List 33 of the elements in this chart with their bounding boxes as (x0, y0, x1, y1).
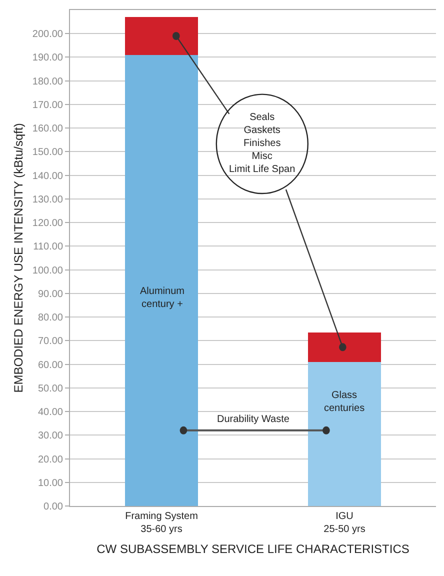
annotation: Seals Gaskets Finishes Misc Limit Life Span (229, 112, 296, 175)
bar (308, 332, 382, 362)
y-axis-title: EMBODIED ENERGY USE INTENSITY (kBtu/sqft) (12, 123, 26, 393)
y-tick-label: 140.00 (32, 170, 64, 182)
bar (124, 54, 198, 506)
x-tick-label: IGU 25-50 yrs (324, 511, 366, 535)
y-tick-label: 10.00 (38, 478, 64, 489)
y-tick-label: 180.00 (32, 76, 64, 88)
y-tick-label: 30.00 (38, 430, 64, 442)
y-tick-label: 0.00 (44, 502, 64, 512)
y-tick-label: 130.00 (32, 194, 64, 206)
y-tick-label: 160.00 (32, 124, 64, 135)
bar (308, 362, 382, 506)
y-tick-label: 150.00 (32, 147, 64, 158)
bar (124, 17, 198, 55)
y-tick-label: 110.00 (33, 242, 64, 253)
x-tick-label: Framing System 35-60 yrs (125, 511, 198, 535)
y-tick-label: 170.00 (32, 100, 64, 111)
y-tick-label: 20.00 (38, 454, 64, 466)
y-tick-label: 40.00 (38, 407, 64, 418)
y-tick-label: 50.00 (38, 383, 64, 394)
y-tick-label: 120.00 (32, 218, 64, 230)
y-tick-label: 200.00 (32, 29, 64, 40)
annotation: Aluminum century + (140, 286, 184, 310)
y-tick-label: 80.00 (38, 312, 64, 324)
x-axis-title: CW SUBASSEMBLY SERVICE LIFE CHARACTERISTICS (96, 542, 410, 556)
y-tick-label: 190.00 (32, 52, 64, 64)
annotation: Durability Waste (217, 414, 290, 425)
y-tick-label: 90.00 (38, 288, 64, 300)
y-tick-label: 70.00 (38, 336, 64, 348)
annotation: Glass centuries (324, 390, 365, 414)
y-tick-label: 60.00 (38, 360, 64, 371)
y-tick-label: 100.00 (32, 265, 64, 276)
